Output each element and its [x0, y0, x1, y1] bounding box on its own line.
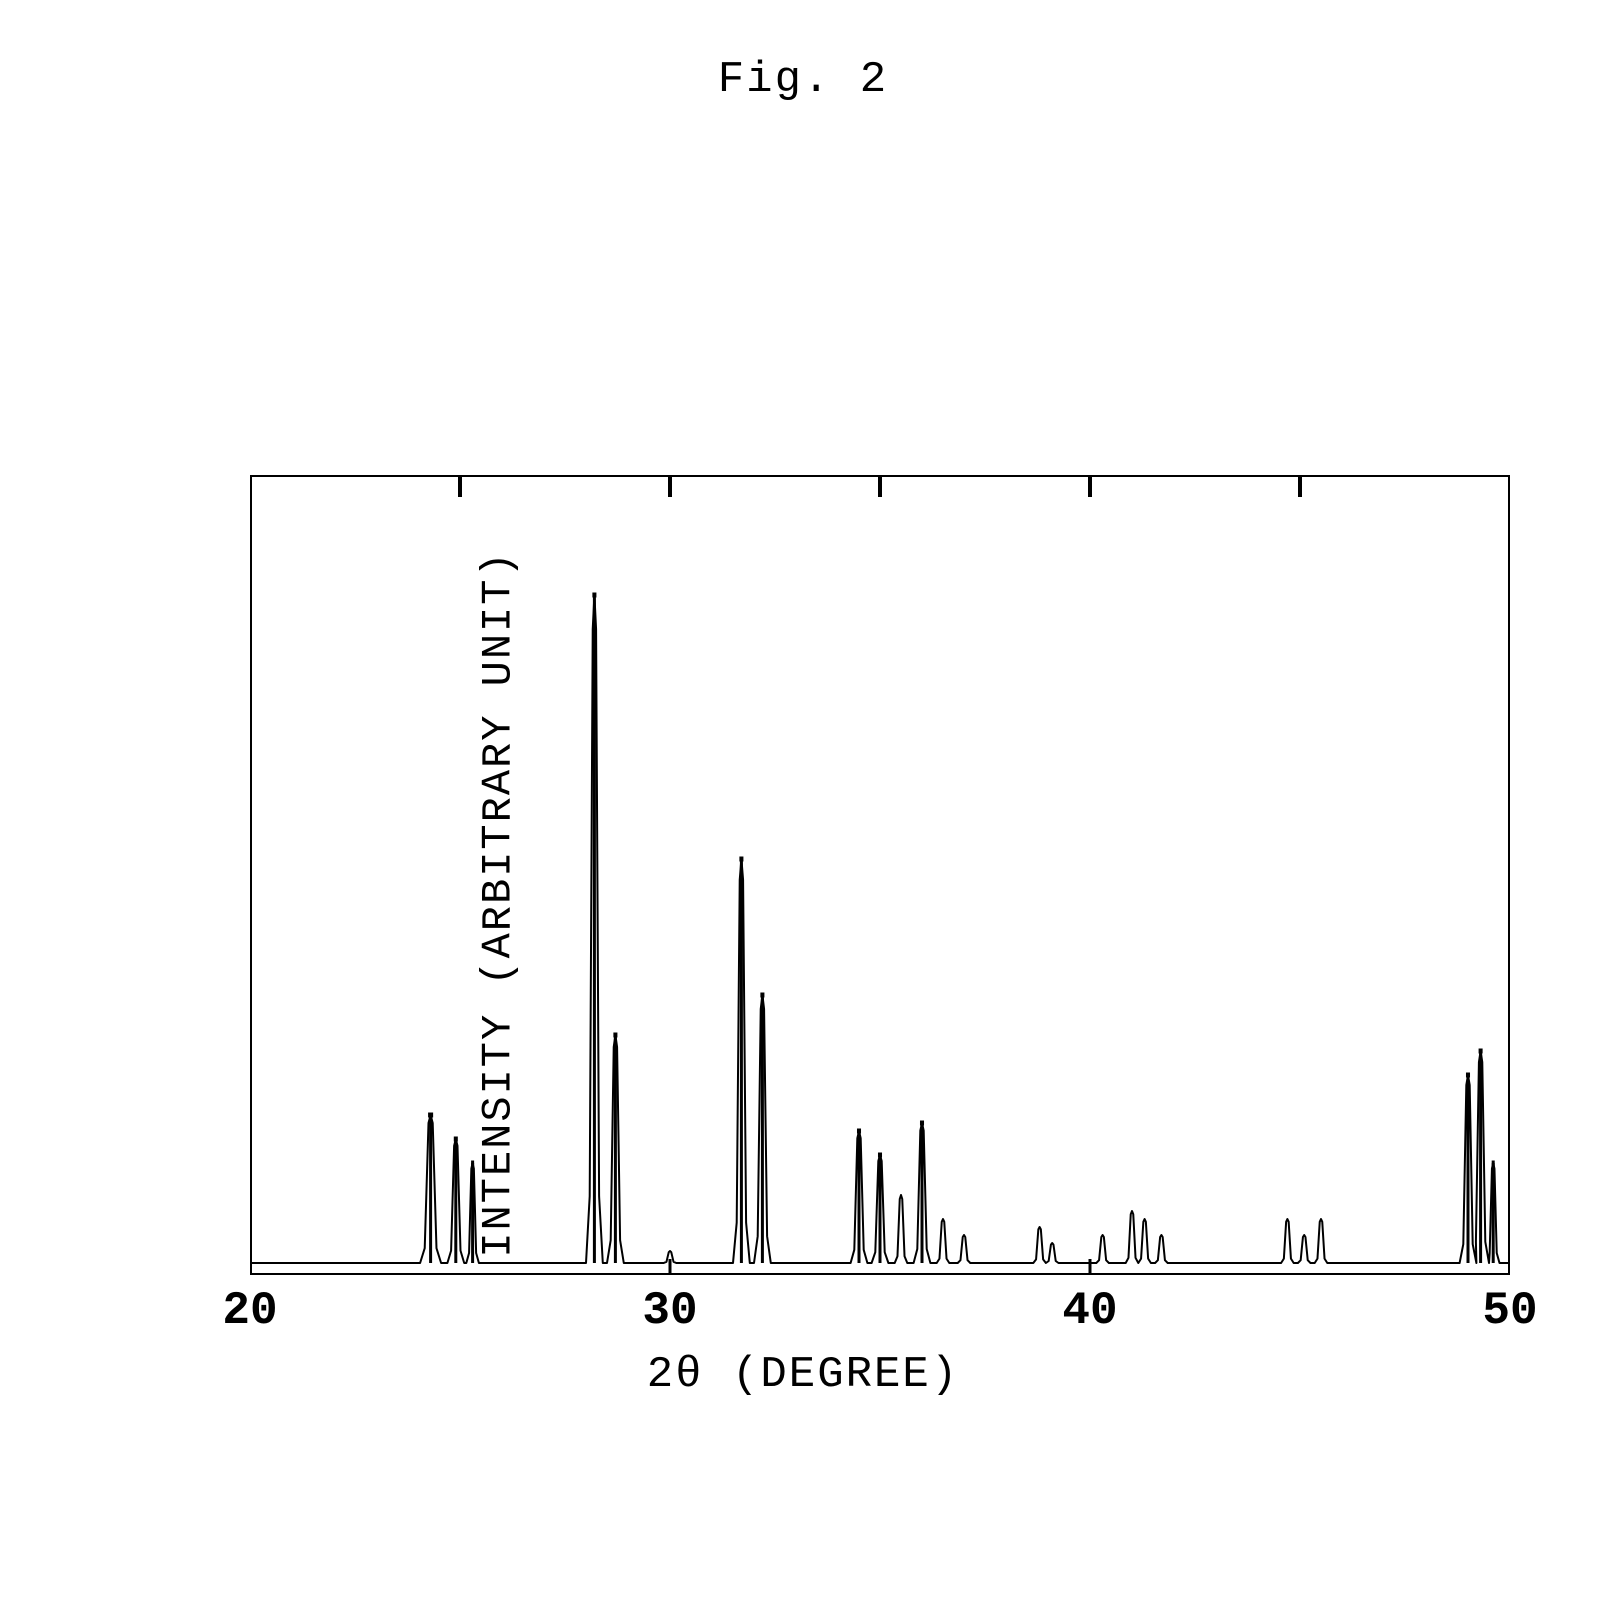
x-tick-label: 20	[222, 1285, 277, 1337]
x-tick-label: 30	[642, 1285, 697, 1337]
x-tick-label: 40	[1062, 1285, 1117, 1337]
xrd-plot	[250, 475, 1510, 1275]
chart-container	[250, 475, 1510, 1275]
x-axis-label: 2θ (DEGREE)	[647, 1350, 959, 1400]
x-tick-label: 50	[1482, 1285, 1537, 1337]
figure-title: Fig. 2	[718, 55, 888, 105]
